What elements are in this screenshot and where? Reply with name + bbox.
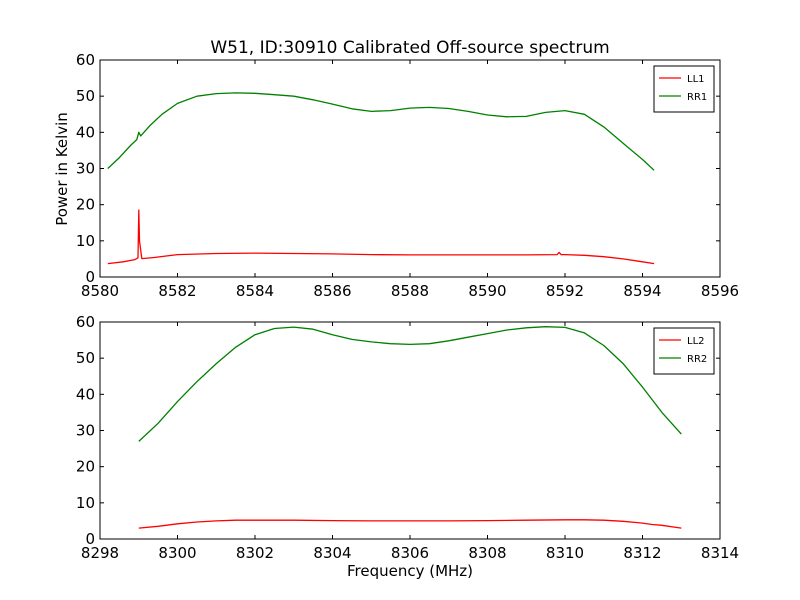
bottom-x-tick-label: 8300 [158,544,196,562]
top-x-tick-label: 8584 [236,282,274,300]
bottom-y-tick-label: 10 [76,494,95,512]
bottom-y-tick-label: 0 [85,530,95,548]
top-y-tick-label: 60 [76,51,95,69]
figure-title: W51, ID:30910 Calibrated Off-source spec… [210,38,609,58]
bottom-series-line-ll2 [138,519,682,529]
top-y-tick-label: 50 [76,87,95,105]
top-x-tick-label: 8590 [468,282,506,300]
top-legend-box [653,65,715,113]
top-y-tick-label: 0 [85,268,95,286]
bottom-axes-frame [99,321,721,540]
top-legend-label-ll1: LL1 [687,74,705,85]
bottom-series-line-rr2 [138,326,682,442]
bottom-y-tick-label: 30 [76,422,95,440]
y-axis-label-top: Power in Kelvin [53,112,71,226]
bottom-legend-box [653,327,715,375]
top-x-tick-label: 8596 [701,282,739,300]
top-y-tick-label: 30 [76,160,95,178]
bottom-x-tick-label: 8302 [236,544,274,562]
bottom-y-tick-label: 50 [76,349,95,367]
top-x-tick-label: 8586 [313,282,351,300]
plot-bottom: 8298 8300 8302 8304 8306 8308 8310 8312 8314 0 10 2… [76,313,739,562]
bottom-x-tick-label: 8308 [468,544,506,562]
bottom-legend-label-rr2: RR2 [687,354,707,365]
bottom-legend-label-ll2: LL2 [687,336,705,347]
bottom-x-tick-label: 8314 [701,544,739,562]
top-y-tick-label: 20 [76,196,95,214]
bottom-y-tick-label: 40 [76,385,95,403]
bottom-x-tick-label: 8304 [313,544,351,562]
top-series-line-ll1 [107,209,655,265]
top-x-tick-label: 8588 [391,282,429,300]
bottom-y-tick-label: 20 [76,458,95,476]
bottom-x-tick-label: 8310 [546,544,584,562]
bottom-x-tick-label: 8298 [81,544,119,562]
top-x-tick-label: 8592 [546,282,584,300]
bottom-x-tick-label: 8306 [391,544,429,562]
top-x-tick-label: 8582 [158,282,196,300]
top-x-tick-label: 8580 [81,282,119,300]
top-series-line-rr1 [107,92,655,171]
bottom-y-tick-label: 60 [76,313,95,331]
top-y-tick-label: 10 [76,232,95,250]
bottom-x-tick-label: 8312 [623,544,661,562]
top-axes-frame [99,59,721,278]
x-axis-label-bottom: Frequency (MHz) [347,562,473,580]
plot-top: 8580 8582 8584 8586 8588 8590 8592 8594 8596 0 10 2… [76,51,739,300]
top-x-tick-label: 8594 [623,282,661,300]
top-y-tick-label: 40 [76,123,95,141]
top-legend-label-rr1: RR1 [687,92,707,103]
